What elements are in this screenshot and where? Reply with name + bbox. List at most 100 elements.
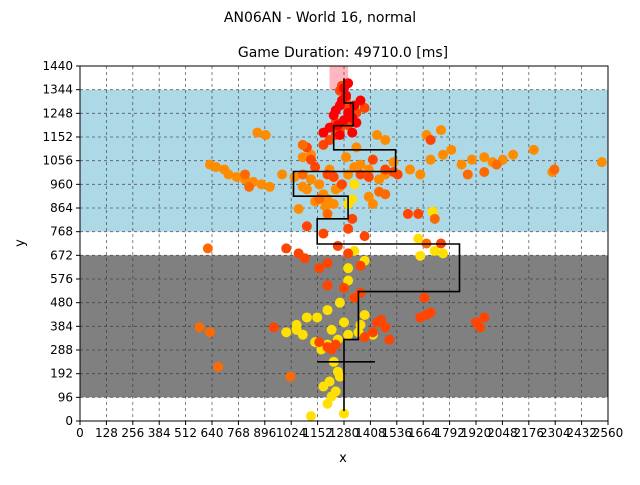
y-tick-label: 864 — [50, 201, 73, 215]
data-point — [438, 149, 448, 160]
x-tick-label: 1920 — [461, 426, 492, 440]
data-point — [339, 317, 349, 328]
data-point — [310, 162, 321, 173]
data-point — [322, 208, 333, 219]
x-tick-label: 2304 — [540, 426, 571, 440]
data-point — [318, 228, 329, 239]
data-point — [281, 327, 292, 338]
data-point — [268, 322, 279, 333]
data-point — [343, 263, 354, 274]
y-axis-label: y — [13, 239, 28, 247]
data-point — [466, 154, 477, 165]
data-point — [425, 307, 436, 318]
data-point — [479, 167, 490, 178]
y-tick-label: 192 — [50, 367, 73, 381]
data-point — [347, 213, 358, 224]
x-tick-label: 256 — [121, 426, 144, 440]
data-point — [339, 282, 349, 293]
data-point — [367, 199, 378, 210]
data-point — [363, 191, 374, 202]
data-point — [213, 361, 224, 372]
data-point — [475, 322, 486, 333]
data-point — [413, 233, 424, 244]
data-point — [334, 371, 345, 382]
data-point — [301, 221, 312, 232]
x-tick-label: 512 — [174, 426, 197, 440]
y-tick-label: 768 — [50, 225, 73, 239]
data-point — [291, 319, 302, 330]
data-point — [355, 260, 366, 271]
x-tick-label: 2560 — [593, 426, 624, 440]
data-point — [264, 181, 275, 192]
data-point — [330, 386, 341, 397]
data-point — [289, 171, 300, 182]
data-point — [343, 223, 354, 234]
data-point — [351, 142, 362, 153]
data-point — [223, 169, 234, 180]
y-tick-label: 1056 — [42, 154, 73, 168]
data-point — [306, 174, 316, 185]
player-path-line — [292, 78, 461, 412]
data-point — [256, 179, 267, 190]
data-point — [549, 164, 560, 175]
data-point — [314, 179, 325, 190]
x-tick-label: 384 — [148, 426, 171, 440]
data-point — [301, 312, 312, 323]
x-tick-label: 1152 — [302, 426, 333, 440]
data-point — [359, 102, 370, 113]
data-point — [429, 213, 440, 224]
y-tick-label: 1440 — [42, 59, 73, 73]
data-point — [260, 130, 271, 141]
data-point — [314, 263, 325, 274]
y-tick-label: 576 — [50, 272, 73, 286]
data-point — [435, 125, 446, 136]
data-point — [413, 208, 424, 219]
data-point — [429, 245, 440, 256]
x-tick-label: 1280 — [329, 426, 360, 440]
data-point — [322, 280, 333, 291]
data-point — [367, 154, 378, 165]
data-point — [312, 312, 323, 323]
data-point — [355, 95, 366, 106]
data-point — [425, 154, 436, 165]
x-tick-label: 1664 — [408, 426, 439, 440]
data-point — [322, 342, 333, 353]
data-point — [343, 248, 354, 259]
data-point — [462, 169, 473, 180]
data-point — [231, 171, 242, 182]
data-point — [528, 144, 539, 155]
data-point — [240, 169, 250, 180]
data-point — [322, 398, 333, 409]
data-point — [339, 408, 349, 419]
data-point — [341, 152, 352, 163]
y-tick-label: 96 — [58, 390, 73, 404]
data-point — [384, 334, 395, 345]
data-point — [244, 181, 255, 192]
y-tick-label: 1152 — [42, 130, 73, 144]
y-tick-label: 480 — [50, 296, 73, 310]
x-tick-label: 640 — [201, 426, 224, 440]
x-axis-label: x — [339, 451, 347, 466]
data-point — [380, 189, 391, 200]
y-tick-label: 1248 — [42, 106, 73, 120]
data-point — [293, 203, 304, 214]
data-point — [596, 157, 607, 168]
data-point — [363, 171, 374, 182]
data-point — [297, 152, 308, 163]
x-tick-label: 1536 — [382, 426, 413, 440]
data-point — [194, 322, 205, 333]
data-point — [306, 411, 316, 422]
x-tick-label: 896 — [253, 426, 276, 440]
data-point — [343, 329, 354, 340]
data-point — [347, 194, 358, 205]
y-tick-label: 288 — [50, 343, 73, 357]
x-tick-label: 2176 — [514, 426, 545, 440]
x-axis-ticks: 0 128 256 384 512 640 768 896 102411521280140815… — [76, 421, 623, 440]
data-point — [405, 164, 415, 175]
data-point — [359, 332, 370, 343]
data-point — [332, 240, 343, 251]
data-point — [355, 287, 366, 298]
data-point — [372, 130, 382, 141]
data-point — [415, 250, 426, 261]
